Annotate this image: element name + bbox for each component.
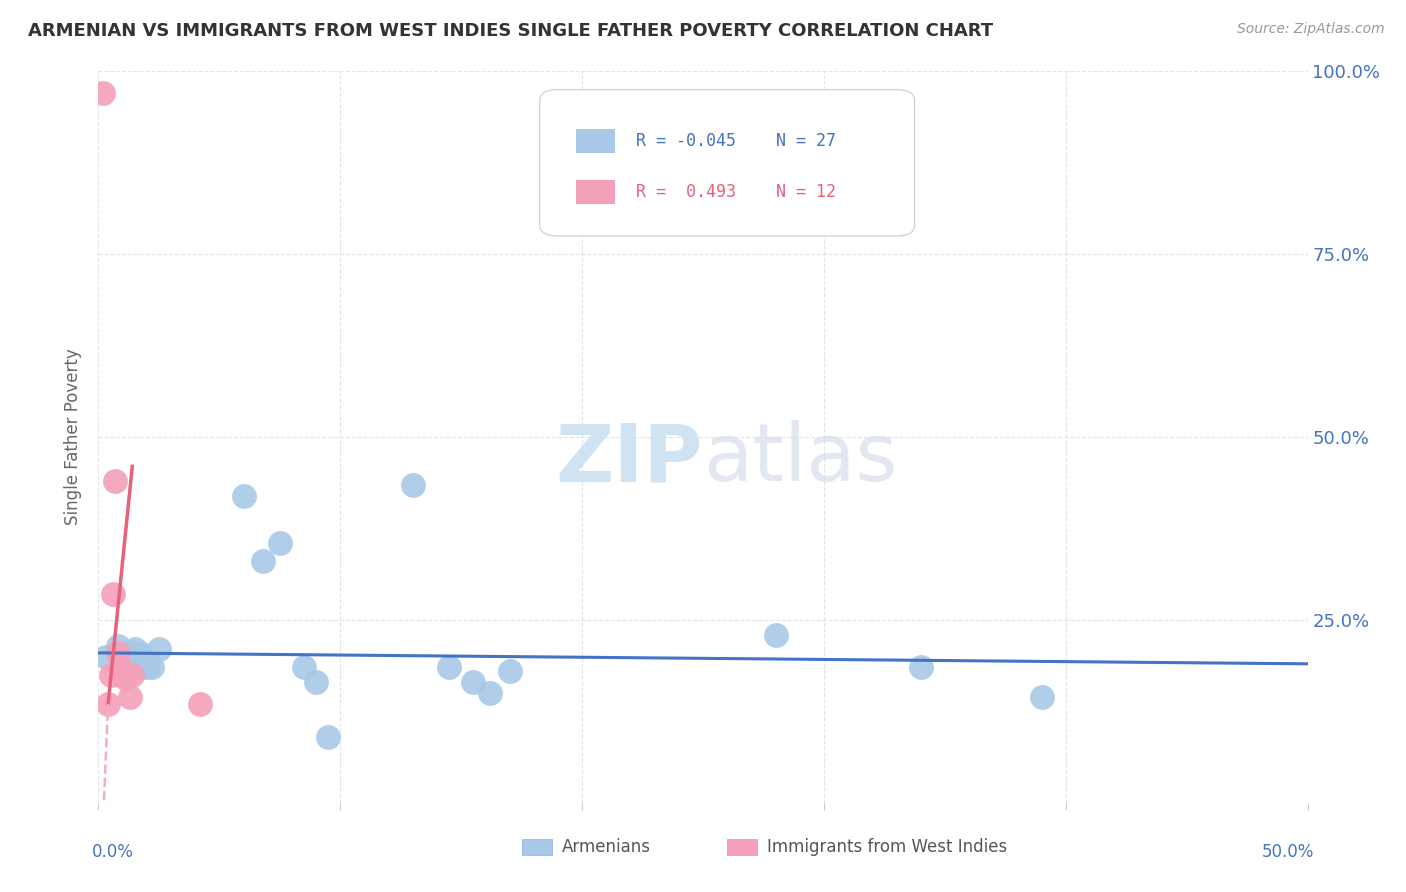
FancyBboxPatch shape xyxy=(727,839,758,855)
Point xyxy=(124,642,146,657)
Point xyxy=(269,536,291,550)
FancyBboxPatch shape xyxy=(540,90,915,235)
Point xyxy=(111,667,134,681)
Point xyxy=(107,646,129,660)
Point xyxy=(252,554,274,568)
Text: ARMENIAN VS IMMIGRANTS FROM WEST INDIES SINGLE FATHER POVERTY CORRELATION CHART: ARMENIAN VS IMMIGRANTS FROM WEST INDIES … xyxy=(28,22,993,40)
Point xyxy=(765,627,787,641)
Point xyxy=(117,653,139,667)
Point xyxy=(94,649,117,664)
Y-axis label: Single Father Poverty: Single Father Poverty xyxy=(65,349,83,525)
Point xyxy=(104,474,127,488)
Point xyxy=(101,587,124,601)
Point xyxy=(141,660,163,674)
Point xyxy=(91,87,114,101)
Text: atlas: atlas xyxy=(703,420,897,498)
Text: Source: ZipAtlas.com: Source: ZipAtlas.com xyxy=(1237,22,1385,37)
Point xyxy=(100,667,122,681)
Point xyxy=(498,664,520,678)
Point xyxy=(148,642,170,657)
FancyBboxPatch shape xyxy=(576,180,614,203)
Text: R =  0.493    N = 12: R = 0.493 N = 12 xyxy=(637,183,837,201)
Point xyxy=(910,660,932,674)
Text: Armenians: Armenians xyxy=(561,838,651,856)
Point xyxy=(1031,690,1053,704)
Point xyxy=(305,675,328,690)
Point xyxy=(292,660,315,674)
Text: 0.0%: 0.0% xyxy=(93,843,134,861)
Point xyxy=(128,646,150,660)
Point xyxy=(107,639,129,653)
Point xyxy=(232,489,254,503)
Text: ZIP: ZIP xyxy=(555,420,703,498)
Point xyxy=(134,653,156,667)
Text: 50.0%: 50.0% xyxy=(1261,843,1313,861)
Point xyxy=(121,667,143,681)
FancyBboxPatch shape xyxy=(576,129,614,153)
Text: R = -0.045    N = 27: R = -0.045 N = 27 xyxy=(637,132,837,150)
Point xyxy=(118,690,141,704)
Point xyxy=(463,675,485,690)
Point xyxy=(316,730,339,744)
Text: Immigrants from West Indies: Immigrants from West Indies xyxy=(768,838,1007,856)
Point xyxy=(131,660,153,674)
Point xyxy=(97,697,120,711)
Point xyxy=(114,672,136,686)
Point xyxy=(479,686,502,700)
Point xyxy=(118,646,141,660)
Point xyxy=(135,660,157,674)
Point xyxy=(111,653,134,667)
Point xyxy=(127,653,149,667)
Point xyxy=(437,660,460,674)
FancyBboxPatch shape xyxy=(522,839,551,855)
Point xyxy=(402,477,425,491)
Point xyxy=(108,660,131,674)
Point xyxy=(188,697,211,711)
